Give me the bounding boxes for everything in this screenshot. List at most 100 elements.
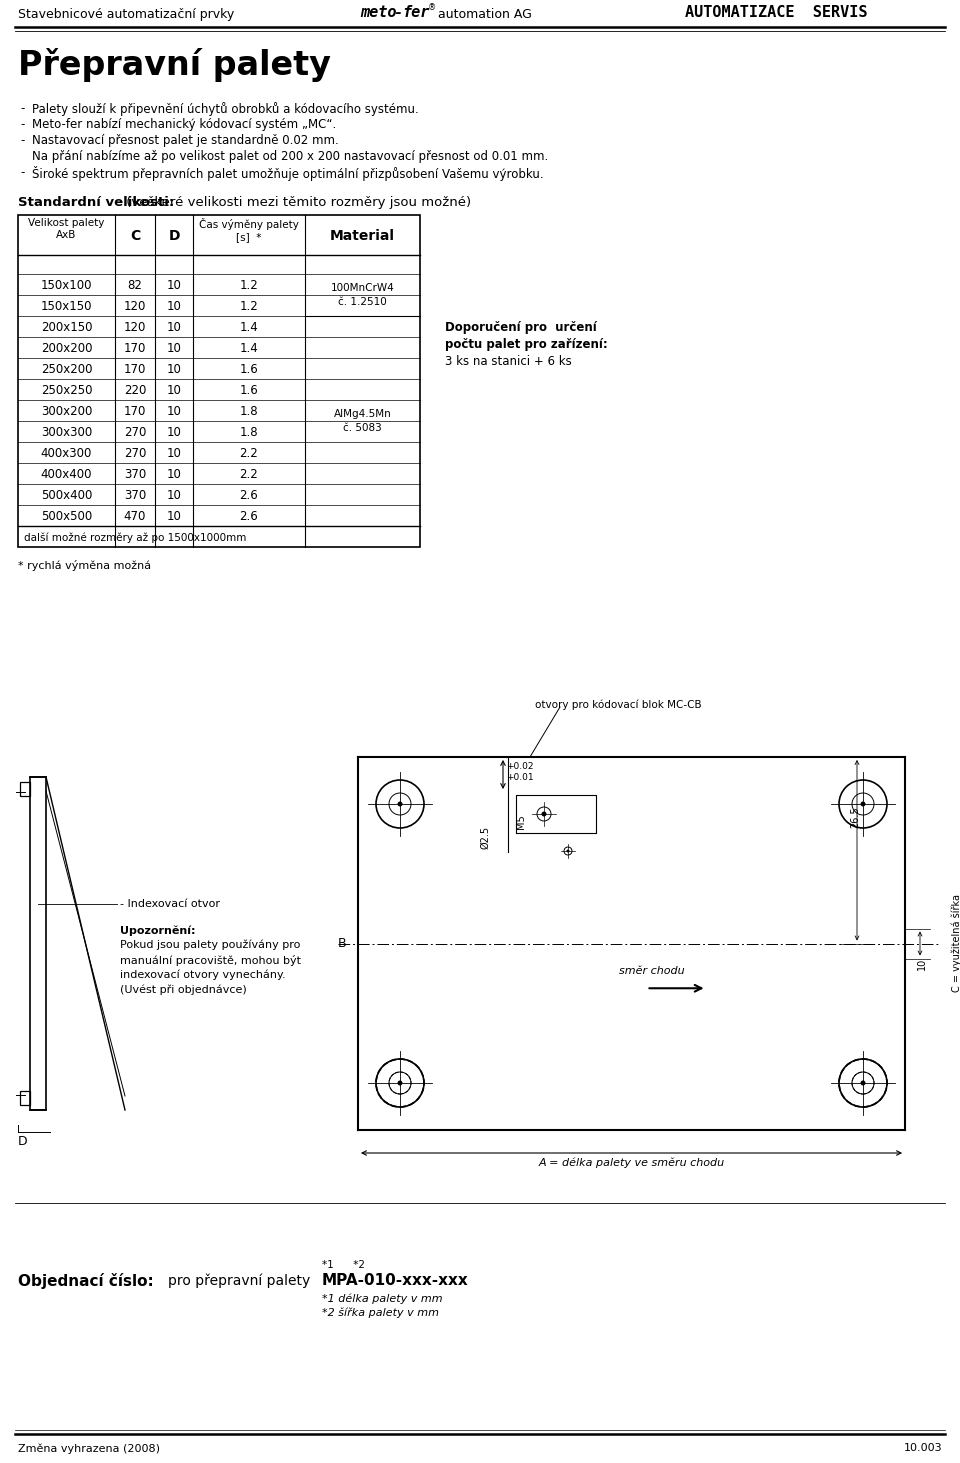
Text: Čas výměny palety
[s]  *: Čas výměny palety [s] * [199,218,299,243]
Text: C: C [130,230,140,243]
Text: pro přepravní palety: pro přepravní palety [168,1273,310,1287]
Text: Meto-fer nabízí mechanický kódovací systém „MC“.: Meto-fer nabízí mechanický kódovací syst… [32,119,336,132]
Text: ®: ® [428,3,436,12]
Text: -: - [20,135,24,146]
Text: Standardní velikosti:: Standardní velikosti: [18,196,175,209]
Text: 170: 170 [124,363,146,376]
Text: 300x200: 300x200 [41,405,92,418]
Text: -: - [20,165,24,178]
Text: 100MnCrW4
č. 1.2510: 100MnCrW4 č. 1.2510 [330,284,395,307]
Text: 170: 170 [124,342,146,356]
Text: C = využitelná šířka: C = využitelná šířka [951,894,960,992]
Text: 10: 10 [167,320,181,334]
Text: +0.02
+0.01: +0.02 +0.01 [506,762,534,783]
Text: (veškeré velikosti mezi těmito rozměry jsou možné): (veškeré velikosti mezi těmito rozměry j… [122,196,471,209]
Text: Objednací číslo:: Objednací číslo: [18,1273,154,1289]
Circle shape [397,1081,402,1086]
Text: 470: 470 [124,511,146,522]
Text: 250x250: 250x250 [40,383,92,396]
Text: AUTOMATIZACE  SERVIS: AUTOMATIZACE SERVIS [685,4,868,20]
Text: 3 ks na stanici + 6 ks: 3 ks na stanici + 6 ks [445,356,572,369]
Text: 2.6: 2.6 [240,511,258,522]
Text: 10: 10 [167,489,181,502]
Text: 150x150: 150x150 [40,300,92,313]
Text: 150x100: 150x100 [40,279,92,293]
Text: 2.2: 2.2 [240,448,258,459]
Text: Velikost palety
AxB: Velikost palety AxB [28,218,105,240]
Text: Upozornění:: Upozornění: [120,926,196,936]
Text: 2.6: 2.6 [240,489,258,502]
Text: 10: 10 [167,426,181,439]
Circle shape [860,802,866,806]
Bar [18,215,420,547]
Text: Na přání nabízíme až po velikost palet od 200 x 200 nastavovací přesnost od 0.01: Na přání nabízíme až po velikost palet o… [32,151,548,162]
Text: Doporučení pro  určení
počtu palet pro zařízení:: Doporučení pro určení počtu palet pro za… [445,320,608,351]
Text: Nastavovací přesnost palet je standardně 0.02 mm.: Nastavovací přesnost palet je standardně… [32,135,339,146]
Text: 10: 10 [167,279,181,293]
Text: otvory pro kódovací blok MC-CB: otvory pro kódovací blok MC-CB [535,699,702,711]
Circle shape [541,812,546,816]
Text: směr chodu: směr chodu [618,966,684,976]
Text: 1.6: 1.6 [240,383,258,396]
Text: 120: 120 [124,300,146,313]
Text: -: - [393,4,402,20]
Text: 1.2: 1.2 [240,300,258,313]
Text: B: B [337,936,346,949]
Text: *2 šířka palety v mm: *2 šířka palety v mm [322,1306,439,1318]
Text: 10: 10 [167,511,181,522]
Text: meto: meto [360,4,396,20]
Text: 270: 270 [124,448,146,459]
Text: 1.8: 1.8 [240,426,258,439]
Text: 270: 270 [124,426,146,439]
Text: 10: 10 [167,300,181,313]
Text: Stavebnicové automatizační prvky: Stavebnicové automatizační prvky [18,7,234,20]
Text: Ø2.5: Ø2.5 [480,825,490,849]
Text: A = délka palety ve směru chodu: A = délka palety ve směru chodu [539,1159,725,1169]
Text: MPA-010-xxx-xxx: MPA-010-xxx-xxx [322,1273,468,1287]
Circle shape [397,802,402,806]
Text: 500x400: 500x400 [41,489,92,502]
Text: 2.2: 2.2 [240,468,258,481]
Bar [30,777,46,1110]
Text: 10: 10 [167,468,181,481]
Text: *1 délka palety v mm: *1 délka palety v mm [322,1293,443,1304]
Text: 82: 82 [128,279,142,293]
Text: 1.2: 1.2 [240,279,258,293]
Text: 250x200: 250x200 [40,363,92,376]
Text: 370: 370 [124,489,146,502]
Text: 500x500: 500x500 [41,511,92,522]
Text: -: - [20,119,24,132]
Text: Změna vyhrazena (2008): Změna vyhrazena (2008) [18,1443,160,1454]
Text: fer: fer [402,4,429,20]
Circle shape [860,1081,866,1086]
Text: 220: 220 [124,383,146,396]
Text: 26.5: 26.5 [850,806,860,828]
Text: 10: 10 [167,448,181,459]
Text: další možné rozměry až po 1500x1000mm: další možné rozměry až po 1500x1000mm [24,533,247,543]
Text: 1.4: 1.4 [240,342,258,356]
Text: Široké spektrum přepravních palet umožňuje optimální přizpůsobení Vašemu výrobku: Široké spektrum přepravních palet umožňu… [32,165,543,181]
Text: 10.003: 10.003 [903,1443,942,1453]
Text: 120: 120 [124,320,146,334]
Text: 1.6: 1.6 [240,363,258,376]
Text: 300x300: 300x300 [41,426,92,439]
Text: Palety slouží k připevnění úchytů obrobků a kódovacího systému.: Palety slouží k připevnění úchytů obrobk… [32,102,419,116]
Text: Přepravní palety: Přepravní palety [18,48,331,82]
Text: 10: 10 [167,342,181,356]
Text: 10: 10 [917,957,927,970]
Text: 10: 10 [167,383,181,396]
Text: - Indexovací otvor: - Indexovací otvor [120,898,220,909]
Text: 200x150: 200x150 [40,320,92,334]
Text: * rychlá výměna možná: * rychlá výměna možná [18,560,151,571]
Text: 370: 370 [124,468,146,481]
Text: D: D [18,1135,28,1148]
Circle shape [566,850,569,853]
Text: 170: 170 [124,405,146,418]
Text: 10: 10 [167,363,181,376]
Bar [516,794,596,832]
Text: M5: M5 [516,815,526,830]
Text: 1.4: 1.4 [240,320,258,334]
Text: 400x400: 400x400 [40,468,92,481]
Text: AlMg4.5Mn
č. 5083: AlMg4.5Mn č. 5083 [334,410,392,433]
Text: automation AG: automation AG [434,7,532,20]
